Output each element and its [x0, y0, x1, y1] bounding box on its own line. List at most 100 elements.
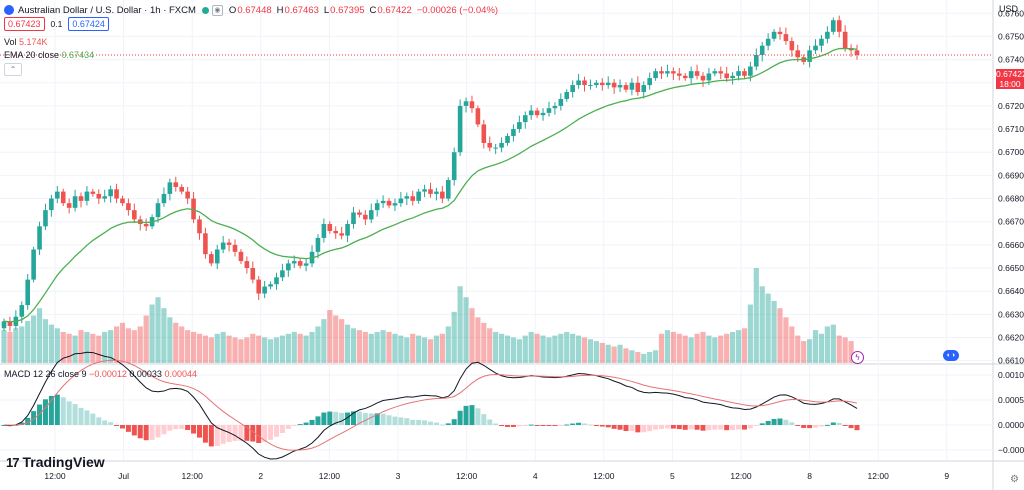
sell-button[interactable]: 0.67423	[4, 17, 45, 31]
candle-body	[481, 124, 487, 143]
volume-bar	[481, 322, 487, 363]
candle-body	[55, 191, 60, 199]
ema-line	[3, 47, 858, 323]
volume-bar	[321, 319, 327, 363]
volume-bar	[208, 337, 214, 363]
volume-bar	[344, 324, 351, 363]
macd-histogram-bar	[161, 425, 167, 435]
macd-histogram-bar	[534, 425, 540, 426]
time-tick-label: 12:00	[868, 471, 890, 481]
candle-body	[392, 203, 398, 206]
price-tick-label: 0.66100	[998, 356, 1024, 366]
candle-body	[854, 50, 860, 55]
macd-histogram-bar	[78, 407, 84, 425]
macd-histogram-bar	[398, 417, 404, 425]
volume-bar	[327, 310, 333, 363]
volume-bar	[777, 308, 783, 363]
buy-button[interactable]: 0.67424	[68, 17, 109, 31]
macd-histogram-bar	[836, 422, 842, 425]
volume-bar	[190, 331, 197, 363]
macd-histogram-bar	[291, 425, 297, 426]
volume-bar	[641, 353, 647, 363]
macd-histogram-bar	[493, 423, 499, 425]
ema-legend[interactable]: EMA 20 close 0.67434	[4, 50, 94, 60]
candle-body	[599, 82, 605, 86]
candle-body	[37, 226, 42, 250]
macd-histogram-bar	[528, 424, 534, 426]
candle-body	[220, 242, 226, 250]
events-icon[interactable]: ◐◑	[943, 350, 959, 361]
volume-bar	[498, 333, 505, 363]
macd-legend[interactable]: MACD 12 26 close 9 −0.00012 0.00033 0.00…	[4, 369, 197, 379]
macd-histogram-bar	[48, 395, 54, 425]
chevron-up-icon[interactable]: ⌃	[4, 63, 22, 76]
macd-histogram-bar	[682, 425, 688, 430]
candle-body	[244, 261, 250, 269]
volume-bar	[540, 335, 546, 363]
macd-signal-value: 0.00044	[164, 369, 197, 379]
candle-body	[303, 263, 309, 266]
volume-bar	[19, 326, 25, 363]
macd-histogram-bar	[830, 422, 836, 425]
volume-bar	[795, 335, 801, 363]
volume-bar	[824, 326, 830, 363]
volume-bar	[36, 308, 43, 363]
tradingview-logo[interactable]: 17 TradingView	[6, 454, 105, 470]
volume-bar	[244, 337, 250, 363]
candle-body	[842, 31, 848, 49]
candle-body	[161, 193, 167, 204]
volume-bar	[570, 333, 576, 363]
candle-body	[19, 305, 25, 317]
volume-bar	[552, 335, 558, 363]
macd-line	[3, 351, 858, 460]
currency-label[interactable]: USD	[999, 4, 1019, 14]
macd-histogram-bar	[19, 422, 25, 425]
candle-body	[588, 85, 593, 87]
macd-histogram-bar	[96, 417, 102, 425]
volume-bar	[125, 328, 131, 363]
candle-body	[167, 182, 173, 194]
macd-histogram-bar	[327, 411, 333, 425]
symbol-title[interactable]: Australian Dollar / U.S. Dollar · 1h · F…	[18, 4, 196, 16]
macd-histogram-bar	[457, 410, 463, 425]
logo-text: TradingView	[22, 454, 105, 470]
time-tick-label: 2	[258, 471, 263, 481]
candle-body	[647, 78, 652, 86]
volume-legend[interactable]: Vol 5.174K	[4, 37, 48, 47]
macd-histogram-bar	[753, 425, 759, 426]
macd-histogram-bar	[641, 425, 647, 433]
candle-body	[653, 71, 658, 79]
macd-histogram-bar	[765, 420, 771, 425]
eye-icon[interactable]: ◉	[211, 4, 223, 16]
candle-body	[795, 50, 801, 58]
candle-body	[291, 261, 297, 264]
macd-histogram-bar	[321, 412, 327, 425]
lightning-icon[interactable]: ϟ	[851, 351, 864, 364]
macd-histogram-bar	[623, 425, 629, 432]
macd-histogram-bar	[582, 423, 588, 425]
candle-body	[819, 38, 824, 46]
volume-bar	[463, 297, 469, 363]
volume-label: Vol	[4, 37, 17, 47]
candle-body	[765, 38, 771, 46]
volume-bar	[836, 335, 842, 363]
macd-histogram-bar	[196, 425, 202, 438]
macd-histogram-bar	[653, 425, 659, 430]
volume-bar	[143, 315, 149, 363]
macd-histogram-bar	[694, 425, 700, 430]
macd-histogram-bar	[114, 425, 120, 426]
candle-body	[641, 85, 647, 93]
volume-bar	[842, 337, 848, 363]
gear-icon[interactable]: ⚙	[1010, 474, 1019, 485]
macd-histogram-bar	[208, 425, 214, 447]
candle-body	[836, 20, 842, 32]
volume-bar	[297, 333, 303, 363]
macd-histogram-bar	[854, 425, 860, 431]
macd-histogram-bar	[315, 416, 321, 425]
volume-bar	[593, 341, 599, 363]
